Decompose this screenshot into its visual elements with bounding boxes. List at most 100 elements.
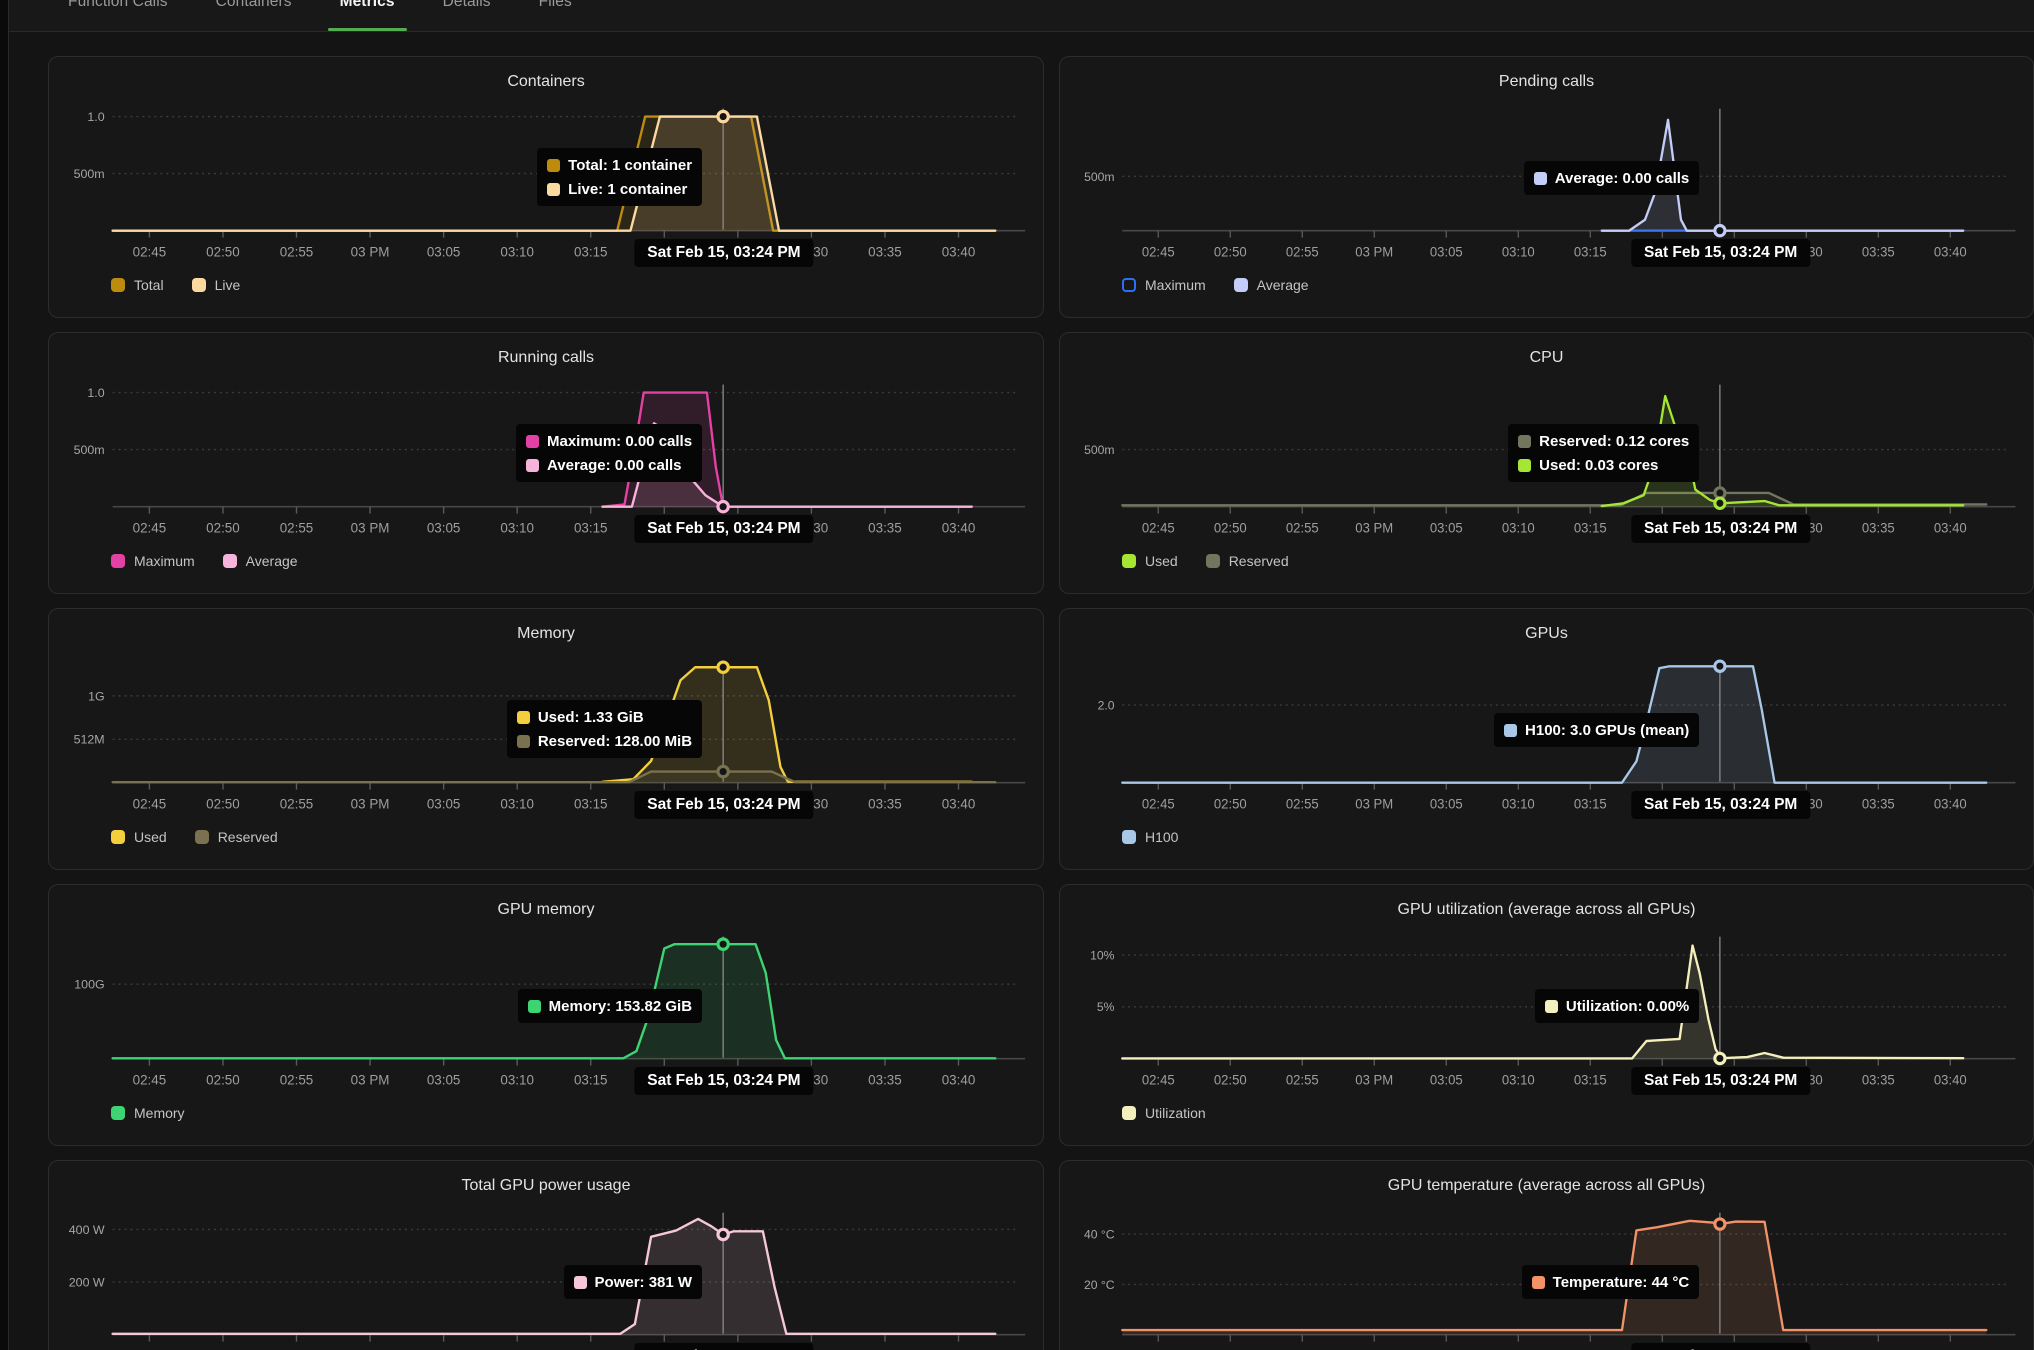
legend-item-reserved[interactable]: Reserved: [1205, 553, 1289, 569]
x-axis-label: 02:45: [133, 796, 167, 811]
legend-item-used[interactable]: Used: [1122, 553, 1178, 569]
tooltip-swatch-icon: [573, 1275, 587, 1289]
tooltip-value-text: Temperature: 44 °C: [1552, 1273, 1690, 1291]
x-axis-label: 02:55: [1286, 244, 1319, 259]
hover-marker-used: [716, 660, 730, 674]
x-axis-label: 02:45: [1142, 520, 1175, 535]
y-axis-label: 40 °C: [1084, 1227, 1115, 1241]
legend-label: Maximum: [134, 553, 195, 569]
chart-legend: Used Reserved: [111, 829, 306, 845]
x-axis-label: 02:55: [1286, 1072, 1319, 1087]
x-axis-label: 03:05: [427, 1348, 461, 1350]
hover-marker-used: [1713, 496, 1727, 510]
tooltip-row: Temperature: 44 °C: [1531, 1270, 1690, 1294]
legend-item-average[interactable]: Average: [222, 553, 298, 569]
tab-details[interactable]: Details: [419, 0, 515, 31]
tab-files[interactable]: Files: [515, 0, 596, 31]
legend-item-average[interactable]: Average: [1233, 277, 1309, 293]
legend-item-memory[interactable]: Memory: [111, 1105, 185, 1121]
tab-metrics[interactable]: Metrics: [316, 0, 419, 31]
x-axis-label: 03:35: [868, 520, 902, 535]
x-axis-label: 03 PM: [1355, 796, 1393, 811]
crosshair-date-tooltip: Sat Feb 15, 03:24 PM: [634, 1343, 814, 1350]
legend-item-reserved[interactable]: Reserved: [194, 829, 278, 845]
legend-swatch-icon: [222, 554, 237, 568]
x-axis-label: 03:10: [1502, 1348, 1535, 1350]
chart-card-gpus: GPUs 2.0 02:45 02:50 02:55 03 PM 03:05 03:10 03:…: [1059, 608, 2034, 870]
chart-card-gpu-utilization-average-across-all-gpus: GPU utilization (average across all GPUs…: [1059, 884, 2034, 1146]
tab-containers[interactable]: Containers: [192, 0, 316, 31]
legend-label: Reserved: [217, 829, 278, 845]
chart-plot-total-gpu-power-usage[interactable]: 400 W 200 W 02:45 02:50 02:55 03 PM 03:05 03:10…: [49, 1161, 1043, 1350]
x-axis-label: 03:05: [427, 520, 461, 535]
chart-legend: H100: [1122, 829, 1206, 845]
tooltip-swatch-icon: [1518, 434, 1532, 448]
x-axis-label: 02:45: [1142, 1348, 1175, 1350]
hover-marker-temperature: [1713, 1217, 1727, 1231]
hover-marker-reserved: [716, 764, 730, 779]
tooltip-row: Average: 0.00 calls: [525, 453, 692, 477]
legend-swatch-icon: [111, 278, 125, 292]
x-axis-label: 03:35: [1862, 796, 1895, 811]
x-axis-label: 03:40: [942, 796, 976, 811]
x-axis-label: 02:45: [133, 520, 167, 535]
x-axis-label: 03:40: [1934, 244, 1967, 259]
x-axis-label: 02:50: [206, 1072, 240, 1087]
tooltip-swatch-icon: [1531, 1275, 1545, 1289]
tooltip-value-text: Used: 0.03 cores: [1539, 456, 1659, 474]
series-line-memory: [111, 942, 997, 1060]
tooltip-value-text: Used: 1.33 GiB: [537, 708, 644, 726]
x-axis-label: 03:10: [500, 1072, 534, 1087]
tooltip-row: H100: 3.0 GPUs (mean): [1504, 718, 1689, 742]
legend-label: Used: [134, 829, 167, 845]
tooltip-swatch-icon: [1544, 999, 1558, 1013]
x-axis-label: 03:15: [574, 1072, 608, 1087]
x-axis-label: 02:55: [280, 796, 314, 811]
x-axis-label: 03:40: [942, 1348, 976, 1350]
hover-marker-h100: [1713, 659, 1727, 673]
hover-marker-average: [716, 499, 730, 514]
x-axis-label: 02:50: [206, 520, 240, 535]
tab-label: Details: [442, 0, 491, 10]
tooltip-value-text: Live: 1 container: [568, 180, 688, 198]
tooltip-row: Maximum: 0.00 calls: [525, 429, 692, 453]
legend-item-live[interactable]: Live: [191, 277, 241, 293]
legend-label: Live: [214, 277, 241, 293]
x-axis-label: 02:45: [133, 1348, 167, 1350]
x-axis-label: 02:55: [280, 244, 314, 259]
x-axis-label: 03:05: [427, 796, 461, 811]
tooltip-row: Total: 1 container: [547, 153, 692, 177]
tab-label: Function Calls: [68, 0, 168, 10]
legend-item-utilization[interactable]: Utilization: [1122, 1105, 1206, 1121]
x-axis-label: 03:35: [1862, 244, 1895, 259]
series-line-used: [601, 666, 973, 783]
x-axis-label: 02:45: [1142, 796, 1175, 811]
x-axis-label: 03:15: [574, 244, 608, 259]
x-axis-label: 03 PM: [351, 1348, 390, 1350]
y-axis-label: 2.0: [1098, 698, 1115, 712]
legend-item-h100[interactable]: H100: [1122, 829, 1178, 845]
chart-legend: Total Live: [111, 277, 268, 293]
x-axis-label: 02:55: [1286, 1348, 1319, 1350]
x-axis-label: 02:50: [206, 244, 240, 259]
x-axis-label: 03 PM: [351, 796, 390, 811]
x-axis-label: 02:55: [280, 1072, 314, 1087]
chart-plot-gpu-temperature-average-across-all-gpus[interactable]: 40 °C 20 °C 02:45 02:50 02:55 03 PM 03:05 03:10…: [1060, 1161, 2033, 1350]
x-axis-label: 03:15: [1574, 1348, 1607, 1350]
crosshair-date-tooltip: Sat Feb 15, 03:24 PM: [1630, 515, 1811, 543]
legend-item-total[interactable]: Total: [111, 277, 164, 293]
x-axis-label: 03 PM: [1355, 1072, 1393, 1087]
tab-function-calls[interactable]: Function Calls: [44, 0, 192, 31]
legend-item-maximum[interactable]: Maximum: [111, 553, 195, 569]
chart-plot-containers[interactable]: 1.0 500m 02:45 02:50 02:55 03 PM 03:05 03:10 03:…: [49, 57, 1043, 317]
legend-label: Maximum: [1145, 277, 1206, 293]
legend-label: Total: [134, 277, 164, 293]
legend-item-maximum[interactable]: Maximum: [1122, 277, 1206, 293]
legend-swatch-icon: [1122, 278, 1136, 292]
chart-title: Memory: [517, 625, 575, 642]
x-axis-label: 02:55: [280, 520, 314, 535]
x-axis-label: 02:45: [133, 244, 167, 259]
chart-card-pending-calls: Pending calls 500m 02:45 02:50 02:55 03 PM 03:…: [1059, 56, 2034, 318]
crosshair-date-tooltip: Sat Feb 15, 03:24 PM: [634, 239, 814, 267]
legend-item-used[interactable]: Used: [111, 829, 167, 845]
